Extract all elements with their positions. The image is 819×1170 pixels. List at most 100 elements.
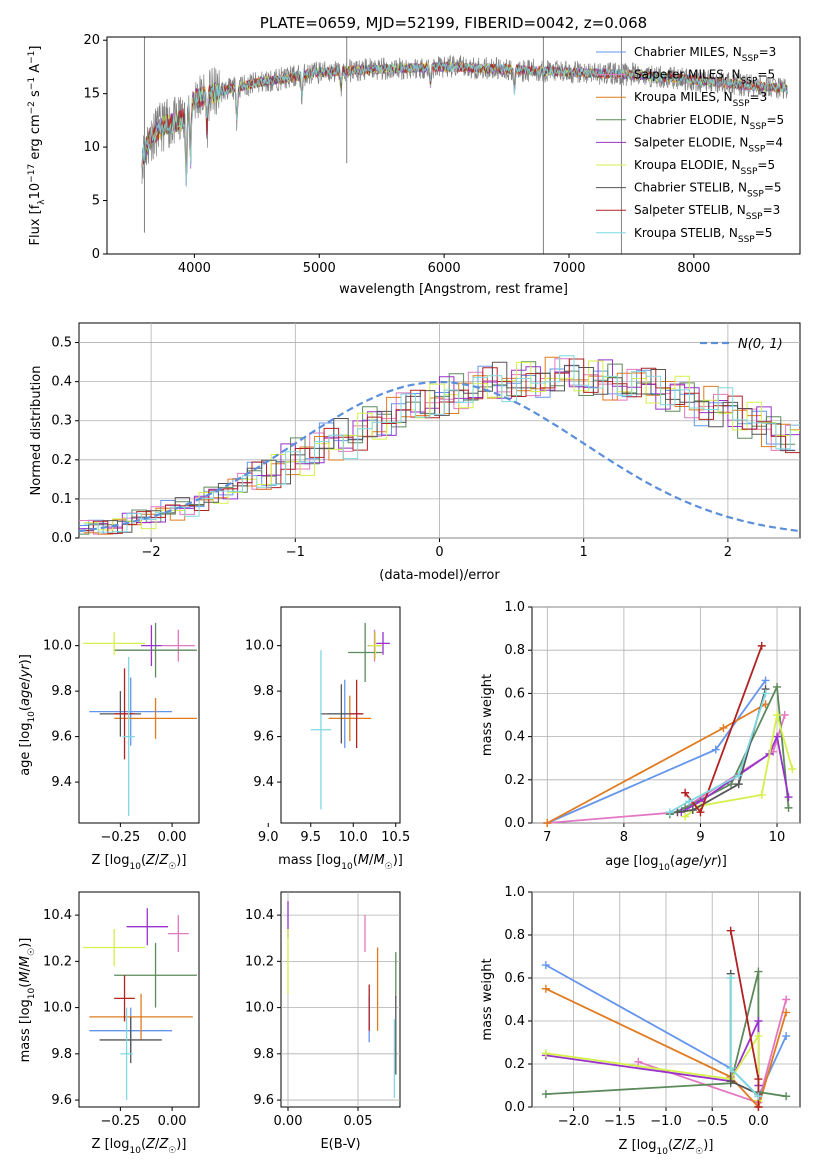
mass-weight-marker — [757, 641, 766, 650]
age-vs-metallicity-x-label: Z [log10(Z/Z☉)] — [92, 853, 187, 872]
y-tick-label: 10.0 — [43, 639, 72, 654]
mass-weight-marker — [754, 1103, 763, 1111]
mass-weight-vs-age-y-label: mass weight — [480, 674, 495, 756]
legend-subscript: SSP — [738, 235, 755, 245]
legend-count: =3 — [763, 203, 781, 217]
mass-weight-marker — [719, 723, 728, 732]
y-tick-label: 0.5 — [51, 336, 72, 351]
legend-entry: Salpeter MILES, NSSP=5 — [634, 68, 775, 87]
mass-weight-marker — [665, 808, 674, 817]
y-tick-label: 20 — [83, 33, 100, 48]
legend-count: =5 — [755, 226, 773, 240]
x-tick-label: 9.5 — [300, 830, 321, 845]
mass-weight-vs-metallicity-panel: −2.0 −1.5 −1.0 −0.5 0.0 0.0 0.2 0.4 0.6 0.8 1.0 Z [… — [480, 885, 801, 1157]
histogram-series — [83, 355, 800, 533]
y-tick-label: 9.8 — [253, 1047, 274, 1062]
mass-weight-marker — [711, 745, 720, 754]
legend-count: =3 — [750, 90, 768, 104]
y-tick-label: 0 — [92, 247, 100, 262]
mass-weight-marker — [681, 812, 690, 821]
legend-entry: Kroupa MILES, NSSP=3 — [634, 90, 767, 109]
error-bar-point — [114, 622, 197, 678]
mass-vs-extinction-x-label: E(B-V) — [320, 1137, 360, 1152]
legend-label: Salpeter MILES, N — [634, 68, 741, 82]
mass-weight-marker — [541, 984, 550, 993]
histogram-series — [83, 360, 800, 531]
error-bar-point — [310, 650, 332, 810]
spectrum-panel: PLATE=0659, MJD=52199, FIBERID=0042, z=0… — [27, 14, 801, 297]
y-tick-label: 0.6 — [504, 686, 525, 701]
legend-count: =3 — [759, 45, 777, 59]
x-tick-label: 7000 — [552, 261, 585, 276]
y-tick-label: 9.4 — [253, 775, 274, 790]
mass-weight-marker — [726, 974, 735, 982]
x-tick-label: −0.5 — [696, 1114, 728, 1129]
normal-legend-label: N(0, 1) — [738, 337, 783, 352]
mass-weight-marker — [634, 1057, 643, 1066]
error-bar-point — [167, 915, 189, 953]
y-tick-label: 1.0 — [504, 600, 525, 615]
error-bar-point — [114, 697, 197, 739]
mass-weight-marker — [754, 1075, 763, 1084]
mass-weight-marker — [757, 790, 766, 799]
mass-weight-marker — [782, 1092, 791, 1101]
y-tick-label: 9.8 — [51, 684, 72, 699]
x-tick-label: −0.25 — [100, 830, 140, 845]
error-bar-point — [349, 679, 364, 748]
legend-subscript: SSP — [746, 212, 763, 222]
legend-subscript: SSP — [741, 77, 758, 87]
legend-subscript: SSP — [733, 99, 750, 109]
y-tick-label: 0.0 — [504, 816, 525, 831]
error-bar-point — [83, 632, 146, 655]
x-tick-label: −1.5 — [604, 1114, 636, 1129]
x-tick-label: 0.0 — [748, 1114, 769, 1129]
mass-weight-marker — [782, 1008, 791, 1017]
age-metallicity-y-label: age [log10(age/yr)] — [18, 654, 37, 776]
legend-label: Kroupa ELODIE, N — [634, 158, 741, 172]
mass-weight-vs-age-x-label: age [log10(age/yr)] — [605, 854, 727, 873]
y-tick-label: 0.1 — [51, 492, 72, 507]
error-bar-point — [89, 677, 173, 746]
y-tick-label: 9.8 — [51, 1047, 72, 1062]
x-tick-label: 9.0 — [258, 830, 279, 845]
x-tick-label: 4000 — [178, 261, 211, 276]
y-tick-label: 0.0 — [51, 531, 72, 546]
error-bar-point — [376, 632, 390, 655]
y-tick-label: 0.2 — [504, 1057, 525, 1072]
legend-count: =4 — [765, 135, 783, 149]
legend-entry: Chabrier ELODIE, NSSP=5 — [634, 113, 784, 132]
y-tick-label: 0.4 — [504, 730, 525, 745]
mass-weight-marker — [727, 780, 736, 789]
y-tick-label: 0.8 — [504, 643, 525, 658]
mass-vs-extinction-panel: 0.00 0.05 9.6 9.8 10.0 10.2 10.4 E(B-V) — [245, 891, 401, 1152]
error-bar-point — [120, 1007, 133, 1101]
mass-weight-marker — [734, 780, 743, 789]
x-tick-label: 10.0 — [339, 830, 368, 845]
mass-vs-metallicity-x-label: Z [log10(Z/Z☉)] — [92, 1137, 187, 1156]
error-bar-point — [114, 668, 135, 760]
y-tick-label: 0.8 — [504, 928, 525, 943]
x-tick-label: −2 — [142, 545, 161, 560]
legend-count: =5 — [757, 158, 775, 172]
mass-vs-metallicity-panel: −0.25 0.00 9.6 9.8 10.0 10.2 10.4 Z [log10(Z/Z☉… — [18, 891, 200, 1156]
mass-weight-marker — [780, 711, 789, 719]
mass-weight-marker — [761, 676, 770, 685]
x-tick-label: 7 — [543, 830, 551, 845]
x-tick-label: 10 — [769, 830, 786, 845]
mass-weight-series — [726, 974, 763, 1101]
y-tick-label: 15 — [83, 87, 100, 102]
legend-count: =5 — [766, 113, 784, 127]
histogram-series — [79, 358, 800, 534]
x-tick-label: 0.05 — [344, 1114, 373, 1129]
mass-weight-vs-age-panel: 7 8 9 10 0.0 0.2 0.4 0.6 0.8 1.0 age [log10(age/yr… — [480, 600, 801, 873]
age-vs-mass-x-label: mass [log10(M/M☉)] — [278, 853, 403, 872]
legend-label: Chabrier MILES, N — [634, 45, 742, 59]
mass-weight-marker — [681, 788, 690, 797]
y-tick-label: 10.4 — [43, 908, 72, 923]
error-bar-point — [99, 1016, 162, 1064]
spectrum-y-label: Flux [fλ10−17 erg cm−2 s−1 A−1] — [27, 46, 47, 246]
legend-entry: Salpeter ELODIE, NSSP=4 — [634, 135, 783, 154]
error-bar-point — [122, 657, 135, 817]
error-bar-point — [161, 629, 195, 662]
